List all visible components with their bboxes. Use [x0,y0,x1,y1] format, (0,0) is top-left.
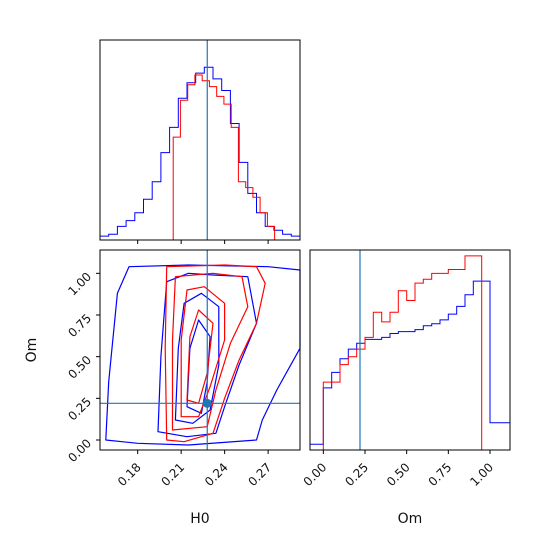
x-tick-label: 0.24 [202,460,231,489]
plot-frame [99,39,301,241]
truth-point [202,398,212,408]
h0-om-contour-panel: 0.18 0.21 0.24 0.27 0.00 0.25 0.50 0.75 1.00 [65,249,301,489]
x-tick-label: 0.50 [384,460,413,489]
om-marginal-histogram-panel: 0.00 0.25 0.50 0.75 1.00 [301,249,511,489]
y-tick-label: 1.00 [65,270,94,299]
y-tick-label: 0.00 [65,436,94,465]
x-tick-label: 1.00 [467,460,496,489]
x-tick-label: 0.75 [426,460,455,489]
x-tick-label: 0.21 [158,460,187,489]
contour-line [105,264,301,446]
contour-line [174,292,220,424]
x-tick-label: 0.25 [342,460,371,489]
y-tick-label: 0.50 [65,353,94,382]
x-axis-label-om: Om [398,511,423,527]
x-axis-label-h0: H0 [190,511,209,527]
y-axis-label-om: Om [24,338,40,363]
contour-line [180,286,226,418]
y-tick-label: 0.75 [65,311,94,340]
x-tick-label: 0.27 [245,460,274,489]
y-tick-label: 0.25 [65,395,94,424]
h0-marginal-histogram-panel [99,39,301,244]
histogram-series [309,280,511,450]
histogram-series [322,255,490,451]
histogram-series [99,66,301,240]
contour-line [164,264,266,443]
plot-frame [309,249,511,451]
plot-frame [99,249,301,451]
contour-line [171,272,249,431]
x-tick-label: 0.00 [301,460,330,489]
x-tick-label: 0.18 [115,460,144,489]
histogram-series [172,74,276,240]
